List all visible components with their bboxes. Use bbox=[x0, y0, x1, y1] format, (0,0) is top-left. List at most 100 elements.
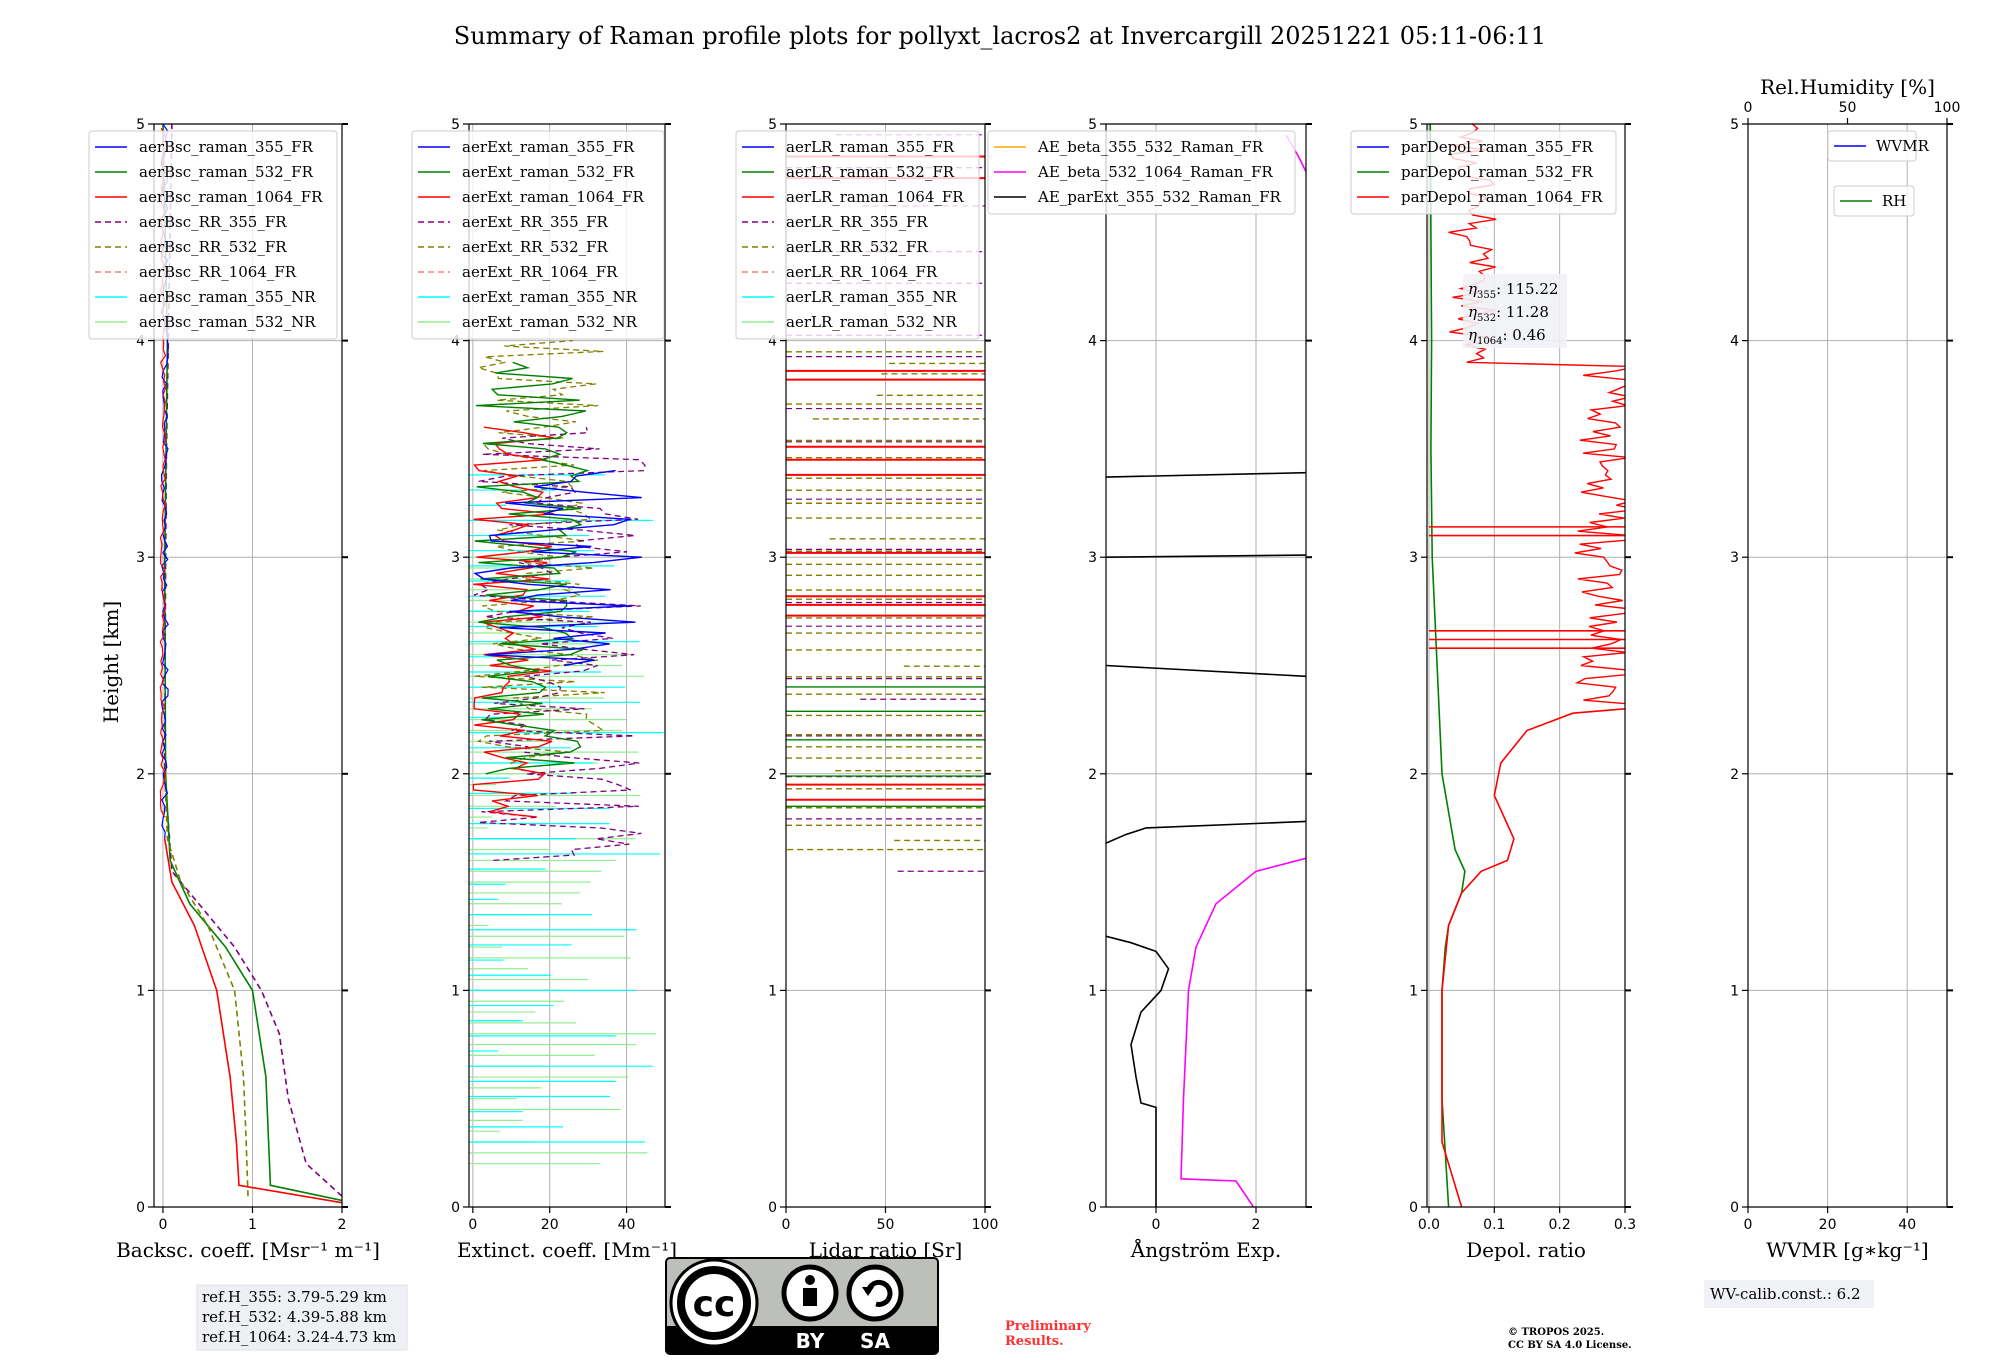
legend: WVMR RH bbox=[1827, 130, 1930, 217]
x-tick-label: 0 bbox=[782, 1217, 791, 1233]
cc-license-badge: cc BY SA bbox=[665, 1257, 939, 1355]
y-tick-label: 3 bbox=[1409, 550, 1418, 566]
y-tick-label: 3 bbox=[1730, 550, 1739, 566]
legend-label: aerBsc_raman_355_FR bbox=[139, 138, 314, 156]
y-tick-label: 1 bbox=[1730, 983, 1739, 999]
plot-area bbox=[1428, 124, 1625, 1207]
y-tick-label: 4 bbox=[1409, 334, 1418, 350]
series-line-aerBsc_RR_532_FR bbox=[163, 773, 249, 1197]
legend-label: aerExt_raman_532_NR bbox=[462, 313, 638, 331]
x-tick-label: 40 bbox=[1898, 1217, 1916, 1233]
series-line-aerExt_RR_355_FR bbox=[473, 427, 646, 862]
series-line-aerExt_raman_532_FR bbox=[474, 361, 590, 775]
legend-label: aerLR_raman_1064_FR bbox=[786, 188, 964, 206]
eta-line: η355: 115.22 bbox=[1468, 280, 1558, 301]
eta-value: : 0.46 bbox=[1502, 326, 1545, 344]
panel-backscatter: 0 1 2 3 4 5 0 1 2 Backsc. coeff. [Msr⁻¹ m⁻¹] aerBs… bbox=[88, 117, 408, 1351]
reference-height-line: ref.H_1064: 3.24-4.73 km bbox=[202, 1328, 396, 1346]
figure-title: Summary of Raman profile plots for polly… bbox=[454, 22, 1546, 50]
legend-label: aerLR_raman_532_NR bbox=[786, 313, 957, 331]
x-tick-label: 0.3 bbox=[1614, 1217, 1636, 1233]
y-tick-label: 0 bbox=[1409, 1200, 1418, 1216]
legend: aerExt_raman_355_FR aerExt_raman_532_FRae… bbox=[411, 130, 665, 340]
eta-subscript: 532 bbox=[1477, 313, 1496, 324]
y-tick-label: 4 bbox=[1730, 334, 1739, 350]
legend-label: AE_beta_532_1064_Raman_FR bbox=[1037, 163, 1273, 181]
eta-symbol: η bbox=[1468, 303, 1477, 321]
preliminary-note-line2: Results. bbox=[1005, 1334, 1064, 1349]
y-tick-label: 4 bbox=[1088, 334, 1097, 350]
eta-symbol: η bbox=[1468, 326, 1477, 344]
legend-label: parDepol_raman_1064_FR bbox=[1401, 188, 1603, 206]
y-tick-label: 3 bbox=[136, 550, 145, 566]
eta-subscript: 355 bbox=[1477, 290, 1496, 301]
preliminary-note-line1: Preliminary bbox=[1005, 1319, 1091, 1334]
reference-height-line: ref.H_355: 3.79-5.29 km bbox=[202, 1288, 387, 1306]
legend-label: aerLR_raman_532_FR bbox=[786, 163, 955, 181]
copyright-line1: © TROPOS 2025. bbox=[1508, 1327, 1604, 1338]
eta-line: η532: 11.28 bbox=[1468, 303, 1549, 324]
legend: aerBsc_raman_355_FR aerBsc_raman_532_FRae… bbox=[88, 130, 338, 340]
eta-value: : 11.28 bbox=[1496, 303, 1549, 321]
series-line-AE_parExt_355_532_Raman_FR-upper bbox=[1106, 554, 1306, 558]
series-line-AE_parExt_355_532_Raman_FR-upper bbox=[1106, 664, 1306, 678]
legend-label: aerExt_RR_1064_FR bbox=[462, 263, 618, 281]
x-tick-label: 40 bbox=[618, 1217, 636, 1233]
y-tick-label: 1 bbox=[768, 983, 777, 999]
x-tick-label: 1 bbox=[248, 1217, 257, 1233]
legend-label: AE_beta_355_532_Raman_FR bbox=[1037, 138, 1264, 156]
y-tick-label: 2 bbox=[1409, 767, 1418, 783]
panel-angstrom: 0 1 2 3 4 5 0 2 Ångström Exp. AE_beta_355_532_Ram… bbox=[987, 117, 1312, 1262]
series-line-parDepol_raman_532_FR bbox=[1429, 124, 1466, 1207]
x-tick-label: 0 bbox=[1744, 1217, 1753, 1233]
x-tick-label: 20 bbox=[1819, 1217, 1837, 1233]
series-line-AE_beta_532_1064_Raman_FR bbox=[1180, 857, 1306, 1207]
copyright-line2: CC BY SA 4.0 License. bbox=[1508, 1340, 1632, 1351]
x-tick-label: 0.2 bbox=[1549, 1217, 1571, 1233]
legend-label: aerLR_raman_355_NR bbox=[786, 288, 957, 306]
series-line-AE_parExt_355_532_Raman_FR-upper bbox=[1106, 820, 1306, 844]
x-axis-label: Depol. ratio bbox=[1466, 1238, 1586, 1262]
panel-extinction: 0 1 2 3 4 5 0 20 40 Extinct. coeff. [Mm⁻¹] aerExt_… bbox=[411, 117, 677, 1262]
x-axis-label: WVMR [g∗kg⁻¹] bbox=[1766, 1238, 1928, 1262]
legend: AE_beta_355_532_Raman_FR AE_beta_532_1064… bbox=[987, 130, 1296, 215]
legend-label: aerBsc_raman_1064_FR bbox=[139, 188, 323, 206]
panel-depolarization: 0 1 2 3 4 5 0.0 0.1 0.2 0.3 Depol. ratio parDepol_r… bbox=[1350, 117, 1636, 1262]
x-tick-label: 2 bbox=[1252, 1217, 1261, 1233]
x-top-axis-label: Rel.Humidity [%] bbox=[1760, 75, 1935, 99]
y-tick-label: 5 bbox=[1088, 117, 1097, 133]
y-tick-label: 1 bbox=[451, 983, 460, 999]
cc-sa-label: SA bbox=[860, 1329, 890, 1353]
eta-subscript: 1064 bbox=[1477, 336, 1502, 347]
x-tick-label: 20 bbox=[541, 1217, 559, 1233]
y-tick-label: 4 bbox=[451, 334, 460, 350]
legend-label: parDepol_raman_532_FR bbox=[1401, 163, 1594, 181]
x-top-tick-label: 50 bbox=[1839, 100, 1857, 116]
x-tick-label: 2 bbox=[338, 1217, 347, 1233]
y-tick-label: 0 bbox=[1088, 1200, 1097, 1216]
y-tick-label: 2 bbox=[1088, 767, 1097, 783]
wv-calibration-annotation: WV-calib.const.: 6.2 bbox=[1704, 1280, 1874, 1308]
eta-value: : 115.22 bbox=[1496, 280, 1558, 298]
cc-by-label: BY bbox=[796, 1329, 825, 1353]
svg-text:cc: cc bbox=[693, 1284, 736, 1325]
legend-label: aerExt_RR_355_FR bbox=[462, 213, 609, 231]
plot-area bbox=[469, 339, 664, 1165]
reference-height-line: ref.H_532: 4.39-5.88 km bbox=[202, 1308, 387, 1326]
legend-label: WVMR bbox=[1876, 137, 1930, 155]
y-tick-label: 2 bbox=[136, 767, 145, 783]
legend: parDepol_raman_355_FR parDepol_raman_532_… bbox=[1350, 130, 1617, 215]
y-tick-label: 4 bbox=[768, 334, 777, 350]
legend-label: aerLR_RR_1064_FR bbox=[786, 263, 938, 281]
series-line-AE_parExt_355_532_Raman_FR bbox=[1106, 935, 1170, 1207]
y-tick-label: 1 bbox=[1409, 983, 1418, 999]
y-tick-label: 1 bbox=[1088, 983, 1097, 999]
annotation-box bbox=[196, 1284, 408, 1351]
legend: aerLR_raman_355_FR aerLR_raman_532_FR aerL… bbox=[735, 130, 980, 340]
y-tick-label: 5 bbox=[451, 117, 460, 133]
